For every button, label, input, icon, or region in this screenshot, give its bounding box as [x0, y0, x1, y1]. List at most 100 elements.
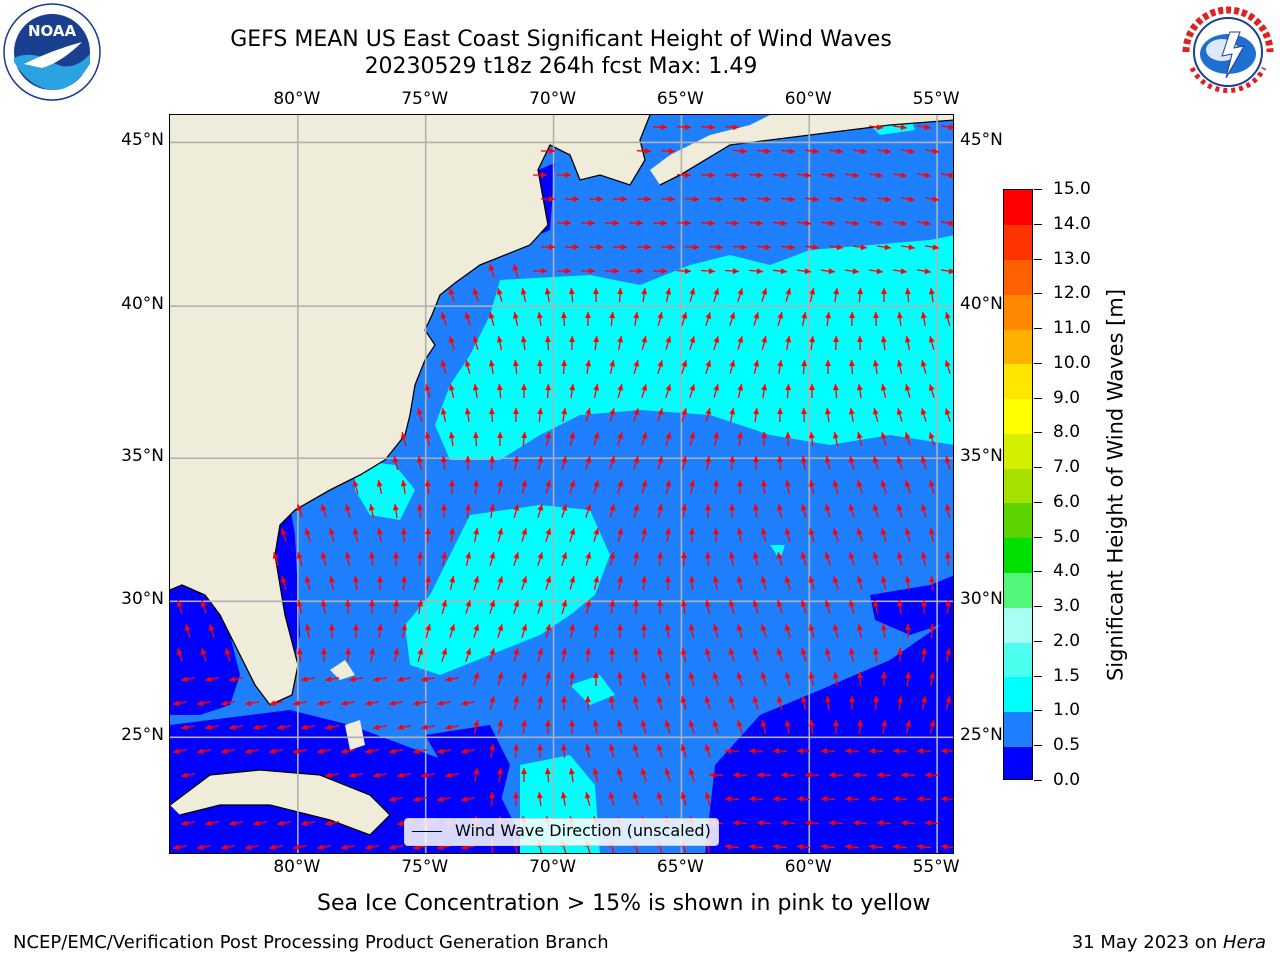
wave-arrow-head — [413, 700, 420, 707]
wave-arrow-head — [633, 552, 640, 559]
wave-arrow-head — [617, 432, 624, 439]
wave-arrow-head — [881, 672, 887, 679]
wave-arrow-head — [948, 268, 953, 275]
wave-arrow-head — [713, 336, 720, 343]
wave-arrow-head — [824, 504, 831, 511]
wave-arrow-head — [440, 360, 447, 367]
wave-arrow-head — [496, 336, 503, 343]
wave-arrow-head — [424, 384, 431, 391]
wave-arrow-head — [389, 796, 396, 803]
wave-arrow-head — [416, 504, 423, 511]
wave-height-map — [170, 115, 953, 853]
wave-arrow-head — [585, 504, 592, 511]
wave-arrow-head — [681, 552, 687, 558]
colorbar-segment — [1004, 433, 1032, 469]
wave-arrow-head — [688, 576, 695, 583]
wave-arrow-head — [708, 268, 715, 275]
wave-arrow-head — [848, 408, 855, 415]
wave-arrow-head — [785, 288, 792, 295]
wave-arrow-head — [536, 312, 543, 319]
wave-arrow-head — [761, 432, 767, 439]
wave-arrow-head — [512, 264, 519, 271]
colorbar-tick-label: 15.0 — [1053, 179, 1091, 199]
wave-arrow-head — [181, 724, 188, 731]
wave-arrow-head — [608, 696, 615, 703]
lon-label-bottom: 65°W — [656, 857, 704, 877]
wave-arrow-head — [804, 268, 811, 275]
wave-arrow-head — [689, 528, 695, 535]
wave-arrow-head — [760, 528, 767, 535]
wave-arrow-head — [872, 360, 879, 367]
wave-arrow-head — [317, 844, 324, 851]
wave-arrow-head — [544, 768, 551, 775]
wave-arrow-head — [780, 220, 787, 227]
wave-arrow-head — [740, 148, 747, 155]
wave-arrow-head — [657, 504, 664, 511]
wave-arrow-head — [828, 172, 835, 179]
wave-arrow-head — [521, 384, 527, 390]
wave-arrow-head — [665, 528, 672, 535]
legend-label: Wind Wave Direction (unscaled) — [455, 821, 711, 840]
colorbar-tick — [1034, 397, 1042, 399]
wave-arrow-head — [488, 408, 495, 415]
wave-arrow-head — [585, 408, 592, 415]
wave-arrow-head — [944, 312, 951, 319]
lon-label-top: 65°W — [656, 89, 704, 109]
wave-arrow-head — [609, 504, 616, 511]
wave-arrow-head — [449, 528, 456, 535]
wave-arrow-head — [304, 624, 311, 631]
colorbar-tick-label: 3.0 — [1053, 596, 1081, 617]
wave-arrow-head — [732, 172, 739, 179]
wave-arrow-head — [657, 456, 664, 463]
wave-arrow-head — [708, 172, 715, 179]
wave-arrow-head — [617, 480, 624, 487]
wave-arrow-head — [944, 504, 951, 511]
wave-arrow-head — [245, 844, 252, 851]
wave-arrow-head — [641, 384, 648, 391]
wave-arrow-head — [832, 480, 839, 487]
wave-arrow-head — [876, 220, 883, 227]
wave-arrow-head — [608, 792, 615, 799]
wave-arrow-head — [681, 408, 688, 415]
wave-arrow-head — [545, 480, 552, 487]
wave-arrow-head — [848, 360, 855, 367]
wave-arrow-head — [592, 768, 599, 775]
wave-arrow-head — [569, 528, 576, 535]
wave-arrow-head — [689, 288, 696, 295]
wave-arrow-head — [716, 244, 723, 251]
wave-arrow-head — [617, 576, 624, 583]
colorbar-tick — [1034, 293, 1042, 295]
wave-arrow-head — [897, 648, 903, 654]
wave-arrow-head — [869, 748, 875, 754]
wave-arrow-head — [544, 336, 551, 343]
wave-arrow-head — [872, 600, 879, 607]
lat-label-right: 35°N — [960, 446, 1003, 467]
wave-arrow-head — [472, 336, 479, 343]
high-wave-regions — [355, 115, 953, 853]
wave-arrow-head — [784, 576, 791, 583]
wave-arrow-head — [513, 504, 520, 511]
wave-arrow-head — [728, 648, 735, 655]
wave-arrow-head — [488, 360, 495, 367]
wave-arrow-head — [917, 748, 923, 754]
colorbar-segment — [1004, 676, 1032, 713]
wave-arrow-head — [880, 528, 887, 535]
wave-arrow-head — [688, 624, 695, 631]
wave-arrow-head — [376, 480, 383, 487]
colorbar-tick — [1034, 745, 1042, 747]
wave-arrow-head — [513, 456, 520, 463]
wave-arrow-head — [609, 408, 616, 415]
wave-arrow-head — [461, 748, 468, 755]
wave-arrow-head — [705, 312, 712, 319]
wave-arrow-head — [497, 528, 504, 535]
wave-arrow-head — [513, 696, 520, 703]
wave-arrow-head — [565, 172, 571, 178]
wave-arrow-head — [896, 312, 903, 319]
wave-arrow-head — [569, 432, 576, 439]
wave-arrow-head — [876, 172, 883, 179]
wave-arrow-head — [732, 220, 739, 227]
wave-arrow-head — [877, 772, 884, 778]
wave-arrow-head — [640, 720, 647, 727]
lon-label-top: 75°W — [401, 89, 449, 109]
wave-arrow-head — [660, 220, 667, 226]
